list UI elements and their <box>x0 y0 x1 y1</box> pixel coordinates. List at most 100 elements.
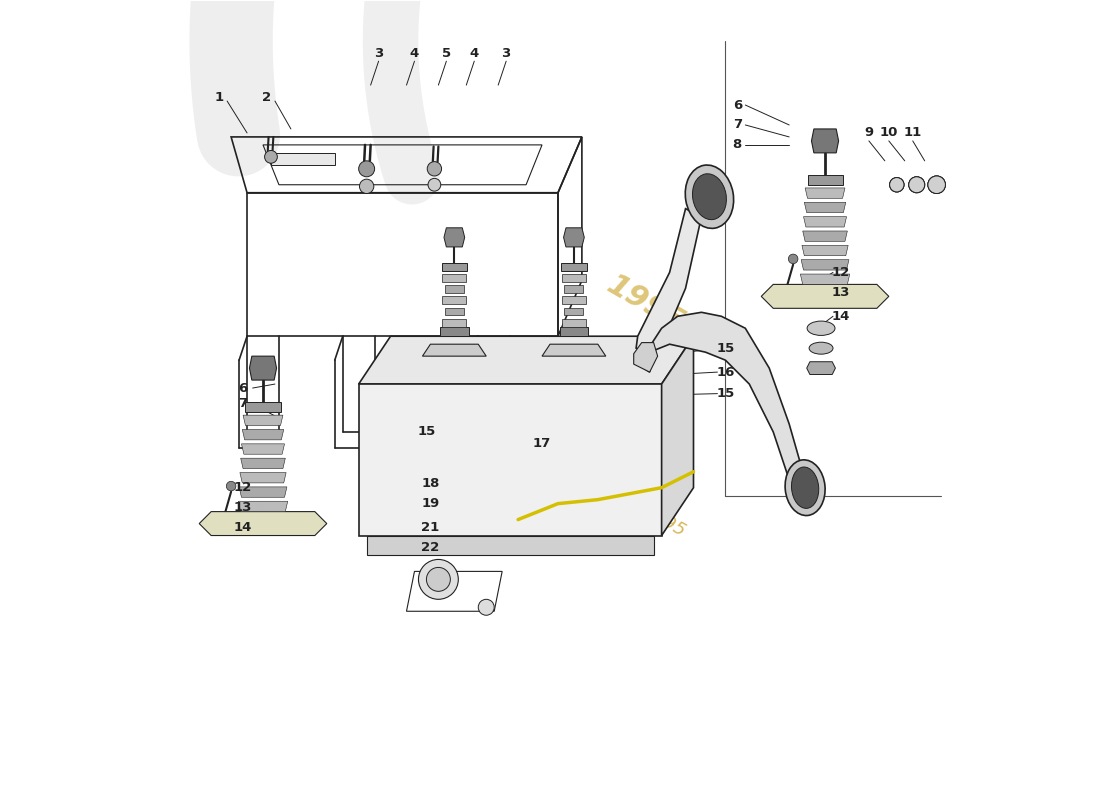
Polygon shape <box>250 356 276 380</box>
Circle shape <box>928 176 945 194</box>
Text: 13: 13 <box>234 501 252 514</box>
Polygon shape <box>240 473 286 483</box>
Polygon shape <box>634 342 658 372</box>
Polygon shape <box>239 502 288 512</box>
Text: 2: 2 <box>263 90 272 103</box>
Polygon shape <box>638 312 805 496</box>
Text: 5: 5 <box>442 46 451 60</box>
Text: 7: 7 <box>239 398 248 410</box>
Text: 15: 15 <box>716 387 735 400</box>
Circle shape <box>360 179 374 194</box>
Polygon shape <box>661 336 693 535</box>
Bar <box>807 175 843 185</box>
Bar <box>366 535 653 555</box>
Ellipse shape <box>792 467 818 508</box>
Text: 3: 3 <box>374 46 383 60</box>
Text: 18: 18 <box>421 478 440 490</box>
Ellipse shape <box>685 165 734 228</box>
Polygon shape <box>801 274 850 285</box>
Circle shape <box>909 177 925 193</box>
Text: 7: 7 <box>733 118 741 131</box>
Polygon shape <box>812 129 838 153</box>
Text: 16: 16 <box>716 366 735 378</box>
Polygon shape <box>542 344 606 356</box>
Polygon shape <box>239 487 287 498</box>
Polygon shape <box>243 415 283 426</box>
Circle shape <box>227 482 235 491</box>
Circle shape <box>789 254 797 264</box>
Text: a passion for parts since 1995: a passion for parts since 1995 <box>443 388 689 539</box>
Text: 22: 22 <box>421 541 440 554</box>
Bar <box>562 318 586 326</box>
Polygon shape <box>636 209 702 352</box>
Polygon shape <box>801 260 849 270</box>
Text: 9: 9 <box>865 126 873 139</box>
Circle shape <box>265 150 277 163</box>
Text: 21: 21 <box>421 521 440 534</box>
Text: 12: 12 <box>832 266 850 279</box>
Circle shape <box>909 177 925 193</box>
Text: 15: 15 <box>716 342 735 354</box>
Ellipse shape <box>807 321 835 335</box>
Polygon shape <box>422 344 486 356</box>
Circle shape <box>427 162 441 176</box>
Bar <box>442 296 466 304</box>
Text: 1: 1 <box>214 90 223 103</box>
Polygon shape <box>563 228 584 247</box>
Bar <box>442 318 466 326</box>
Bar <box>442 274 466 282</box>
Circle shape <box>427 567 450 591</box>
Polygon shape <box>806 362 835 374</box>
Circle shape <box>359 161 375 177</box>
Bar <box>562 296 586 304</box>
Text: 14: 14 <box>234 521 252 534</box>
Bar <box>562 274 586 282</box>
Ellipse shape <box>785 460 825 515</box>
Polygon shape <box>803 231 847 242</box>
Text: 13: 13 <box>832 286 850 299</box>
Ellipse shape <box>693 174 726 220</box>
Bar <box>440 326 469 336</box>
Polygon shape <box>199 512 327 535</box>
Text: 4: 4 <box>410 46 419 60</box>
Bar <box>444 285 464 293</box>
Polygon shape <box>802 246 848 256</box>
Polygon shape <box>803 217 847 227</box>
Circle shape <box>909 177 925 193</box>
Text: 17: 17 <box>532 438 551 450</box>
Bar <box>444 307 464 315</box>
Text: 10: 10 <box>880 126 898 139</box>
Circle shape <box>890 178 904 192</box>
Polygon shape <box>444 228 464 247</box>
Text: 14: 14 <box>832 310 850 322</box>
Polygon shape <box>242 444 285 454</box>
Text: 8: 8 <box>733 138 742 151</box>
Polygon shape <box>761 285 889 308</box>
Circle shape <box>890 178 904 192</box>
Bar <box>271 153 334 165</box>
Circle shape <box>418 559 459 599</box>
Circle shape <box>928 176 945 194</box>
Circle shape <box>478 599 494 615</box>
Text: 1995: 1995 <box>602 270 690 338</box>
Text: 4: 4 <box>470 46 478 60</box>
Circle shape <box>928 176 945 194</box>
Polygon shape <box>241 458 285 469</box>
Bar <box>564 285 583 293</box>
Polygon shape <box>242 430 284 440</box>
Polygon shape <box>804 202 846 213</box>
Text: 6: 6 <box>239 382 248 394</box>
Text: 11: 11 <box>903 126 922 139</box>
Bar <box>561 263 586 271</box>
Bar <box>560 326 588 336</box>
Text: 19: 19 <box>421 497 440 510</box>
Text: 3: 3 <box>502 46 510 60</box>
Ellipse shape <box>810 342 833 354</box>
Bar <box>564 307 583 315</box>
Circle shape <box>428 178 441 191</box>
Bar <box>441 263 468 271</box>
Polygon shape <box>805 188 845 198</box>
Bar <box>245 402 280 412</box>
Text: 6: 6 <box>733 98 742 111</box>
Circle shape <box>890 178 904 192</box>
